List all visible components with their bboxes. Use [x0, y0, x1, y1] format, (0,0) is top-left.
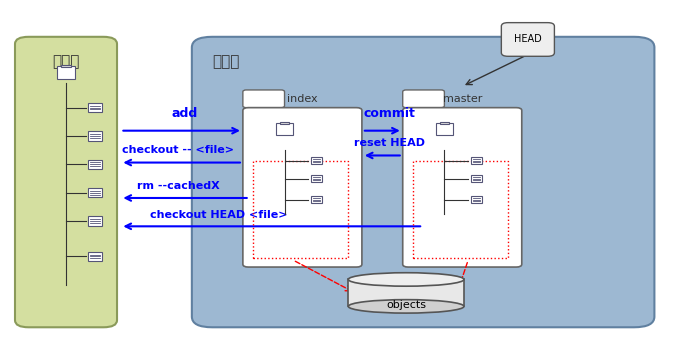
Bar [89, 216, 102, 226]
Bar [89, 252, 102, 261]
Bar [89, 103, 102, 112]
Text: checkout HEAD <file>: checkout HEAD <file> [150, 210, 288, 220]
Bar [471, 175, 482, 182]
Text: checkout -- <file>: checkout -- <file> [122, 145, 234, 156]
Text: 版本库: 版本库 [212, 55, 240, 70]
FancyBboxPatch shape [243, 90, 285, 108]
Text: master: master [443, 94, 482, 104]
Text: index: index [287, 94, 318, 104]
Bar [348, 280, 464, 306]
Text: HEAD: HEAD [514, 35, 542, 45]
FancyBboxPatch shape [501, 22, 555, 56]
FancyBboxPatch shape [192, 37, 654, 327]
Bar [61, 65, 70, 67]
FancyBboxPatch shape [15, 37, 117, 327]
Bar [471, 157, 482, 165]
Bar [471, 196, 482, 203]
Bar [89, 188, 102, 197]
Bar [311, 175, 322, 182]
Bar [89, 160, 102, 169]
FancyBboxPatch shape [403, 90, 445, 108]
Bar [440, 122, 449, 124]
Bar [436, 123, 453, 135]
Bar [57, 66, 75, 79]
Bar [280, 122, 289, 124]
FancyBboxPatch shape [243, 108, 362, 267]
Bar [253, 161, 348, 258]
Bar [311, 157, 322, 165]
FancyBboxPatch shape [403, 108, 522, 267]
Bar [413, 161, 508, 258]
Text: 工作区: 工作区 [53, 55, 80, 70]
Bar [89, 131, 102, 141]
Bar [276, 123, 293, 135]
Text: reset HEAD: reset HEAD [354, 139, 425, 149]
Text: objects: objects [386, 300, 426, 310]
Bar [311, 196, 322, 203]
Text: rm --cachedX: rm --cachedX [137, 181, 220, 191]
Ellipse shape [348, 273, 464, 286]
Text: add: add [172, 107, 198, 120]
Text: commit: commit [363, 107, 415, 120]
Ellipse shape [348, 300, 464, 313]
